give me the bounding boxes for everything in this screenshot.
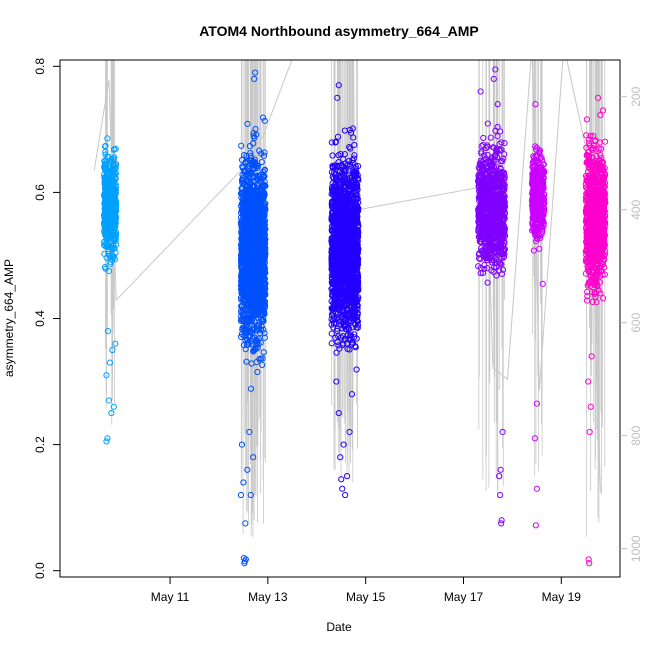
x-axis-label: Date xyxy=(326,620,352,634)
data-point xyxy=(112,189,119,196)
data-point xyxy=(102,189,109,196)
outlier-point xyxy=(108,409,115,417)
y-axis-label: asymmetry_664_AMP xyxy=(2,259,16,377)
data-point xyxy=(104,153,111,160)
outlier-point xyxy=(242,520,249,527)
data-point xyxy=(100,192,108,199)
data-point xyxy=(104,135,111,142)
data-point xyxy=(112,232,120,239)
data-point xyxy=(102,230,110,237)
outlier-point xyxy=(339,485,346,492)
data-point xyxy=(107,260,114,267)
data-point xyxy=(105,197,112,204)
data-point xyxy=(101,157,108,165)
outlier-point xyxy=(104,328,112,335)
data-point xyxy=(109,203,116,210)
data-point xyxy=(108,224,115,232)
data-point xyxy=(111,154,118,161)
outlier-point xyxy=(238,441,246,448)
data-point xyxy=(106,235,113,242)
outlier-point xyxy=(106,359,113,366)
data-point xyxy=(103,254,110,261)
outlier-point xyxy=(112,340,119,347)
data-point xyxy=(102,167,109,174)
data-point xyxy=(108,178,116,185)
data-point xyxy=(101,179,109,186)
data-point xyxy=(111,188,118,195)
outlier-point xyxy=(104,435,111,442)
plot-area xyxy=(93,60,609,567)
data-point xyxy=(108,251,115,259)
outlier-point xyxy=(103,438,110,445)
data-point xyxy=(101,264,109,271)
data-point xyxy=(101,143,109,150)
series-cluster-1 xyxy=(100,135,120,445)
outlier-point xyxy=(337,454,344,461)
data-point xyxy=(105,250,112,258)
series-cluster-2 xyxy=(237,69,269,567)
chart-title: ATOM4 Northbound asymmetry_664_AMP xyxy=(199,23,479,39)
data-point xyxy=(105,199,112,206)
data-point xyxy=(112,203,120,210)
outlier-point xyxy=(109,346,116,354)
data-point xyxy=(104,235,111,242)
data-point xyxy=(106,193,114,200)
data-point xyxy=(112,168,119,175)
data-point xyxy=(480,134,487,142)
data-point xyxy=(108,193,116,200)
data-point xyxy=(112,145,119,152)
data-point xyxy=(111,245,118,252)
outlier-point xyxy=(105,397,113,404)
data-point xyxy=(102,151,109,158)
data-point xyxy=(109,175,116,182)
data-point xyxy=(112,241,120,248)
outlier-point xyxy=(103,372,110,379)
outlier-point xyxy=(110,403,117,410)
data-point xyxy=(104,171,111,179)
data-point xyxy=(108,168,115,175)
data-point xyxy=(101,242,108,249)
data-point xyxy=(104,220,111,228)
secondary-series-line xyxy=(93,60,601,493)
outlier-point xyxy=(342,491,349,499)
data-point xyxy=(113,160,120,168)
